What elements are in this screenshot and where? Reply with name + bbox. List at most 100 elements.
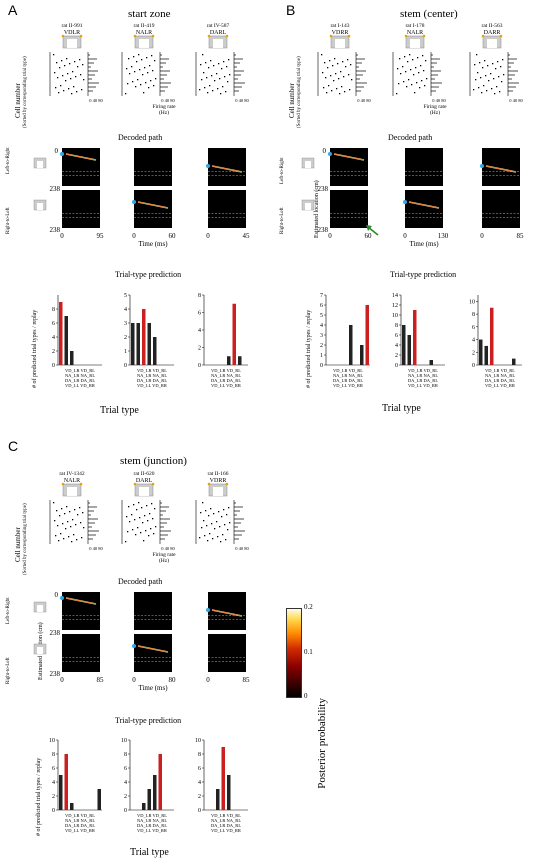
heatmap-lr: [134, 148, 172, 186]
raster-dot: [132, 81, 134, 83]
trial-label-A2: NALR: [136, 30, 152, 36]
bar-y-tick-label: 2: [198, 794, 201, 800]
raster-dot: [207, 92, 209, 94]
raster-dot: [81, 89, 83, 91]
raster-dot: [129, 521, 131, 523]
raster-dot: [227, 529, 229, 531]
bar-NA_RL: [147, 323, 151, 365]
raster-dot: [225, 539, 227, 541]
raster-dot: [58, 540, 60, 542]
bar-y-tick-label: 4: [395, 343, 398, 349]
raster-dot: [65, 80, 67, 82]
raster-dot: [83, 527, 85, 529]
raster-dot: [400, 73, 402, 75]
loc-label-0: 0: [55, 147, 59, 155]
raster-dot: [217, 536, 219, 538]
raster-dot: [69, 63, 71, 65]
raster-dot: [70, 78, 72, 80]
rat-id-A1: rat II-991: [62, 23, 83, 29]
trial-label-B2: NALR: [407, 30, 423, 36]
bar-y-tick-label: 10: [121, 738, 127, 744]
raster-dot: [326, 92, 328, 94]
decoded-path-a: Decoded path: [118, 133, 163, 142]
bar-VD_LR: [479, 339, 483, 365]
bar-y-tick-label: 6: [124, 766, 127, 772]
raster-dot: [74, 61, 76, 63]
raster-dot: [147, 72, 149, 74]
raster-dot: [61, 60, 63, 62]
raster-dot: [150, 80, 152, 82]
bar-NA_RL: [221, 747, 225, 810]
bar-VD_LR: [402, 325, 406, 365]
raster-dot: [330, 75, 332, 77]
raster-dot: [75, 76, 77, 78]
panel-a-title: start zone: [128, 8, 171, 20]
raster-dot: [344, 91, 346, 93]
raster-dot: [225, 91, 227, 93]
time-tick-start: 0: [206, 676, 210, 684]
bar-y-tick-label: 4: [124, 780, 127, 786]
raster-dot: [207, 540, 209, 542]
bar-y-tick-label: 2: [198, 346, 201, 352]
bar-y-tick-label: 2: [472, 350, 475, 356]
raster-dot: [323, 87, 325, 89]
raster-dot: [58, 92, 60, 94]
firing-rate-label: Firing rate: [152, 104, 176, 110]
decoded-trajectory-core: [485, 165, 517, 173]
raster-dot: [499, 91, 501, 93]
raster-dot: [203, 72, 205, 74]
rat-id-A3: rat IV-587: [207, 23, 230, 29]
raster-dot: [73, 534, 75, 536]
bar-DA_LR: [153, 337, 157, 365]
heatmap-rl: [330, 190, 368, 228]
raster-dot: [228, 59, 230, 61]
raster-dot: [423, 70, 425, 72]
bar-y-tick-label: 3: [320, 333, 323, 339]
raster-dot: [66, 506, 68, 508]
time-tick-start: 0: [60, 232, 64, 240]
raster-dot: [135, 86, 137, 88]
heatmap-rl: [62, 190, 100, 228]
raster-dot: [81, 537, 83, 539]
xcat-row4: VD_LL VD_RR: [137, 828, 167, 833]
bar-y-tick-label: 10: [469, 299, 475, 305]
raster-dot: [205, 510, 207, 512]
raster-dot: [137, 79, 139, 81]
raster-dot: [61, 508, 63, 510]
raster-dot: [208, 67, 210, 69]
raster-dot: [201, 79, 203, 81]
raster-dot: [485, 75, 487, 77]
raster-dot: [475, 79, 477, 81]
rat-id-B1: rat I-143: [330, 23, 349, 29]
raster-dot: [202, 502, 204, 504]
raster-dot: [404, 56, 406, 58]
raster-dot: [199, 537, 201, 539]
heatmap-lr: [405, 148, 443, 186]
xcat-row2: NA_LR NA_RL: [137, 818, 167, 823]
trial-label-C1: NALR: [64, 478, 80, 484]
loc-label-0: 0: [323, 147, 327, 155]
raster-dot: [226, 66, 228, 68]
raster-dot: [145, 530, 147, 532]
hz-label: (Hz): [159, 109, 169, 116]
bar-DA_RL: [232, 303, 236, 365]
raster-dot: [205, 62, 207, 64]
heatmap-rl: [208, 634, 246, 672]
raster-dot: [133, 56, 135, 58]
decoded-trajectory-core: [137, 645, 169, 653]
start-marker: [60, 152, 64, 156]
raster-dot: [345, 66, 347, 68]
fr-tick-labels: 0 40 80: [357, 98, 371, 103]
raster-dot: [494, 93, 496, 95]
raster-dot: [66, 58, 68, 60]
raster-dot: [327, 67, 329, 69]
raster-dot: [343, 76, 345, 78]
raster-dot: [222, 86, 224, 88]
raster-dot: [57, 77, 59, 79]
raster-dot: [321, 54, 323, 56]
raster-dot: [145, 82, 147, 84]
raster-dot: [417, 57, 419, 59]
raster-dot: [419, 87, 421, 89]
time-tick-end: 80: [169, 676, 177, 684]
raster-dot: [219, 526, 221, 528]
